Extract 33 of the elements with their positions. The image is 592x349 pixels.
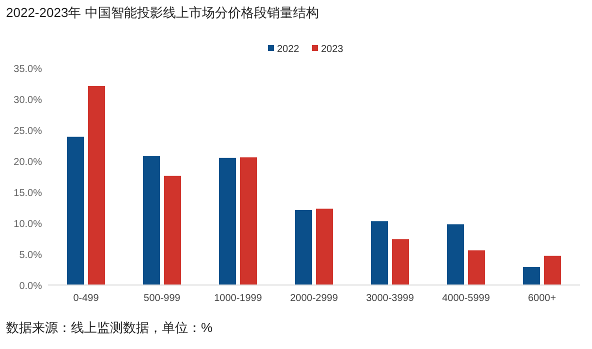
legend-label: 2023 (321, 44, 344, 55)
bar (316, 208, 333, 285)
bar (67, 136, 84, 285)
x-tick-label: 500-999 (144, 293, 181, 304)
x-tick-label: 0-499 (73, 293, 100, 304)
y-tick-label: 20.0% (14, 157, 42, 168)
bar (468, 250, 485, 285)
y-tick-label: 10.0% (14, 219, 42, 230)
y-tick-label: 15.0% (14, 188, 42, 199)
y-tick-label: 35.0% (14, 64, 42, 75)
y-tick-label: 0.0% (19, 281, 42, 292)
bar (447, 224, 464, 285)
x-tick-label: 4000-5999 (442, 293, 490, 304)
x-tick-label: 2000-2999 (290, 293, 338, 304)
bar (371, 221, 388, 285)
x-tick-label: 6000+ (528, 293, 556, 304)
x-tick-label: 1000-1999 (214, 293, 262, 304)
x-tick-label: 3000-3999 (366, 293, 414, 304)
bar (240, 157, 257, 285)
y-tick-label: 30.0% (14, 95, 42, 106)
bar (295, 210, 312, 285)
bar (164, 176, 181, 285)
source-note: 数据来源：线上监测数据，单位：% (6, 320, 213, 335)
y-tick-label: 5.0% (19, 250, 42, 261)
y-tick-label: 25.0% (14, 126, 42, 137)
chart-title: 2022-2023年 中国智能投影线上市场分价格段销量结构 (6, 5, 319, 20)
bar (219, 158, 236, 285)
bar (392, 239, 409, 285)
bar (143, 156, 160, 285)
bar (523, 267, 540, 285)
legend-label: 2022 (277, 44, 300, 55)
bar (88, 86, 105, 285)
bar (544, 256, 561, 285)
